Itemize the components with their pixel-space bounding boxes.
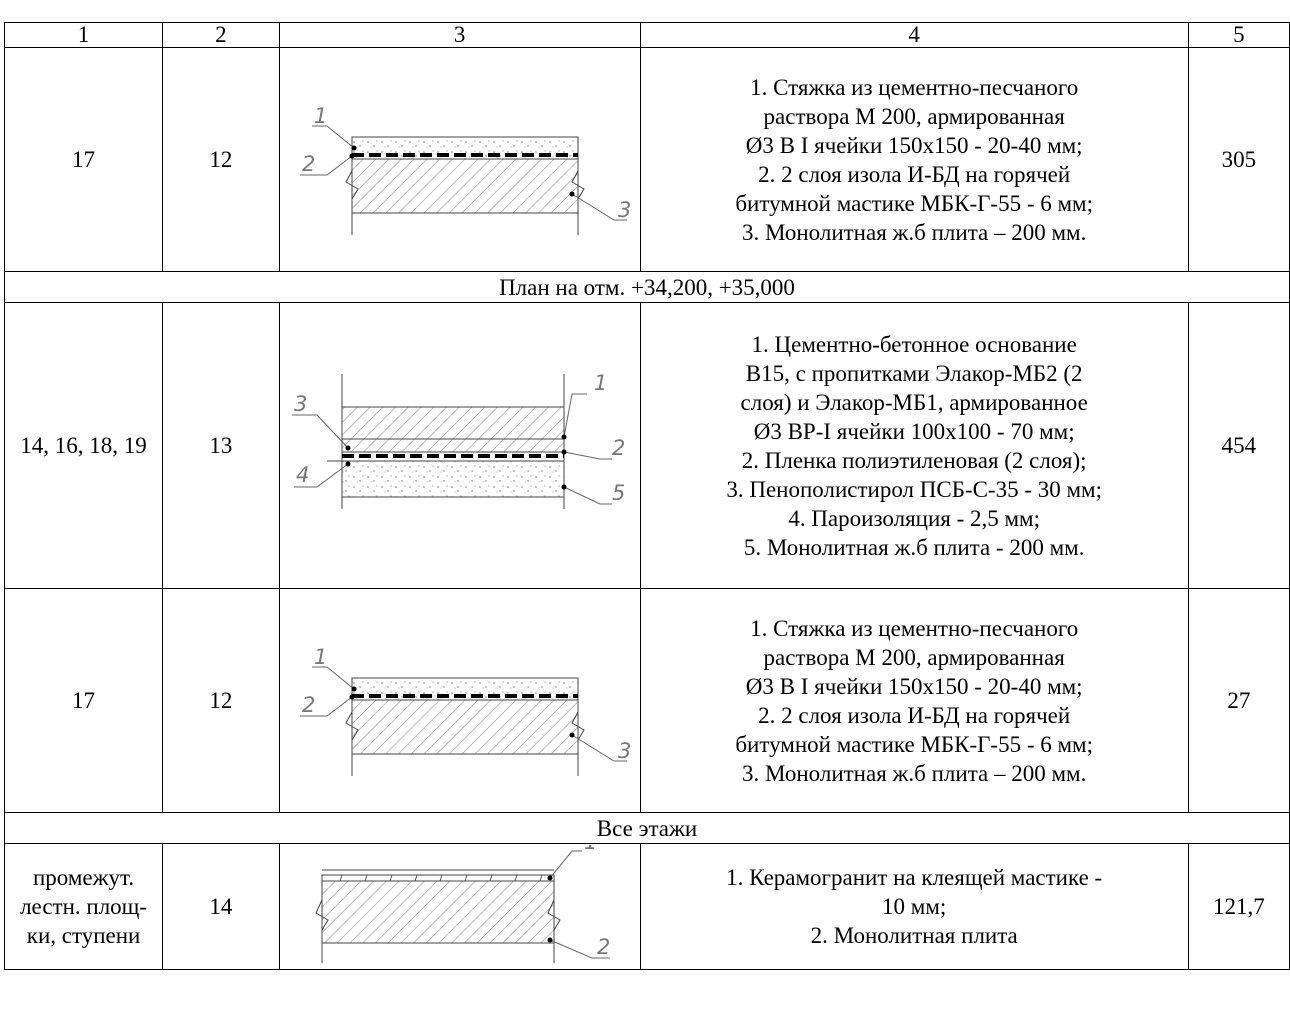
header-col-1: 1: [3, 22, 164, 48]
layer-line: 2. 2 слоя изола И-БД на горячей: [758, 702, 1071, 728]
layer-line: 1. Стяжка из цементно-песчаного: [750, 615, 1079, 641]
room-numbers: 14, 16, 18, 19: [3, 302, 164, 589]
area-value: 305: [1187, 47, 1290, 272]
sketch-label: 2: [597, 935, 610, 959]
header-col-3: 3: [278, 22, 641, 48]
layer-line: 2. Пленка полиэтиленовая (2 слоя);: [741, 447, 1087, 473]
floor-section-sketch: 1 2 3: [278, 47, 641, 272]
layer-description: 1. Стяжка из цементно-песчаного раствора…: [639, 588, 1189, 813]
sketch-label: 4: [296, 463, 309, 487]
layer-line: Ø3 ВР-I ячейки 100х100 - 70 мм;: [753, 418, 1075, 444]
layer-description: 1. Керамогранит на клеящей мастике - 10 …: [639, 843, 1189, 970]
table-row: промежут. лестн. площ-ки, ступени 14: [3, 843, 1290, 970]
sketch-concrete-base: 1 2 3 4 5: [291, 371, 625, 509]
sketch-screed-insulation: 1 2 3: [299, 104, 631, 235]
floor-section-sketch: 1 2 3: [278, 588, 641, 813]
area-value: 454: [1187, 302, 1290, 589]
sketch-label: 3: [294, 392, 307, 416]
layer-line: 1. Керамогранит на клеящей мастике -: [726, 865, 1103, 890]
sketch-label: 3: [618, 198, 631, 222]
header-col-2: 2: [162, 22, 280, 48]
sketch-label: 2: [302, 152, 315, 176]
layer-description: 1. Цементно-бетонное основание В15, с пр…: [639, 302, 1189, 589]
header-col-5: 5: [1187, 22, 1290, 48]
area-value: 121,7: [1187, 843, 1290, 970]
floor-type: 12: [162, 47, 280, 272]
floor-type: 14: [162, 843, 280, 970]
layer-line: 4. Пароизоляция - 2,5 мм;: [788, 505, 1040, 531]
layer-line: раствора М 200, армированная: [763, 644, 1065, 670]
layer-line: 5. Монолитная ж.б плита - 200 мм.: [743, 534, 1085, 560]
room-numbers: 17: [3, 47, 164, 272]
floor-section-sketch: 1 2 3 4 5: [278, 302, 641, 589]
table-row: 14, 16, 18, 19 13 1 2 3 4 5: [3, 302, 1290, 589]
layer-line: 10 мм;: [882, 894, 947, 919]
sketch-screed-insulation: 1 2 3: [299, 645, 631, 776]
layer-line: 1. Стяжка из цементно-песчаного: [750, 74, 1079, 100]
sketch-label: 1: [314, 104, 327, 128]
layer-line: слоя) и Элакор-МБ1, армированное: [740, 389, 1088, 415]
table-row: 17 12 1 2 3 1. Стяжка из цементно-песчан…: [3, 47, 1290, 272]
floor-section-sketch: 1 2: [278, 843, 641, 970]
layer-line: Ø3 В I ячейки 150х150 - 20-40 мм;: [745, 132, 1083, 158]
room-numbers: 17: [3, 588, 164, 813]
room-numbers: промежут. лестн. площ-ки, ступени: [3, 843, 164, 970]
sketch-label: 1: [594, 371, 607, 395]
layer-line: 3. Пенополистирол ПСБ-С-35 - 30 мм;: [726, 476, 1102, 502]
floor-type: 13: [162, 302, 280, 589]
header-col-4: 4: [639, 22, 1189, 48]
layer-line: битумной мастике МБК-Г-55 - 6 мм;: [735, 190, 1093, 216]
section-title: Все этажи: [4, 812, 1290, 844]
section-title: План на отм. +34,200, +35,000: [4, 271, 1290, 303]
layer-line: 3. Монолитная ж.б плита – 200 мм.: [741, 219, 1087, 245]
section-row: Все этажи: [4, 812, 1290, 844]
layer-line: В15, с пропитками Элакор-МБ2 (2: [745, 360, 1083, 386]
table-row: 17 12 1 2 3 1. Стяжка из цементно-песчан…: [3, 588, 1290, 813]
area-value: 27: [1187, 588, 1290, 813]
layer-line: 2. Монолитная плита: [810, 923, 1018, 948]
floor-type: 12: [162, 588, 280, 813]
layer-line: битумной мастике МБК-Г-55 - 6 мм;: [735, 731, 1093, 757]
section-row: План на отм. +34,200, +35,000: [4, 271, 1290, 303]
floor-types-table: 1 2 3 4 5 17 12 1 2 3: [3, 22, 1290, 970]
layer-line: Ø3 В I ячейки 150х150 - 20-40 мм;: [745, 673, 1083, 699]
sketch-label: 1: [584, 845, 597, 854]
layer-line: раствора М 200, армированная: [763, 103, 1065, 129]
sketch-tile-slab: 1 2: [314, 845, 610, 963]
layer-description: 1. Стяжка из цементно-песчаного раствора…: [639, 47, 1189, 272]
sketch-label: 3: [618, 739, 631, 763]
layer-line: 1. Цементно-бетонное основание: [751, 331, 1077, 357]
layer-line: 3. Монолитная ж.б плита – 200 мм.: [741, 760, 1087, 786]
sketch-label: 5: [612, 481, 625, 505]
header-row: 1 2 3 4 5: [3, 22, 1290, 48]
sketch-label: 2: [302, 693, 315, 717]
layer-line: 2. 2 слоя изола И-БД на горячей: [758, 161, 1071, 187]
sketch-label: 2: [612, 436, 625, 460]
sketch-label: 1: [314, 645, 327, 669]
